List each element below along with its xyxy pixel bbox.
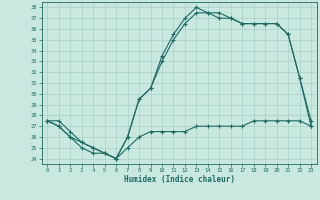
X-axis label: Humidex (Indice chaleur): Humidex (Indice chaleur) xyxy=(124,175,235,184)
